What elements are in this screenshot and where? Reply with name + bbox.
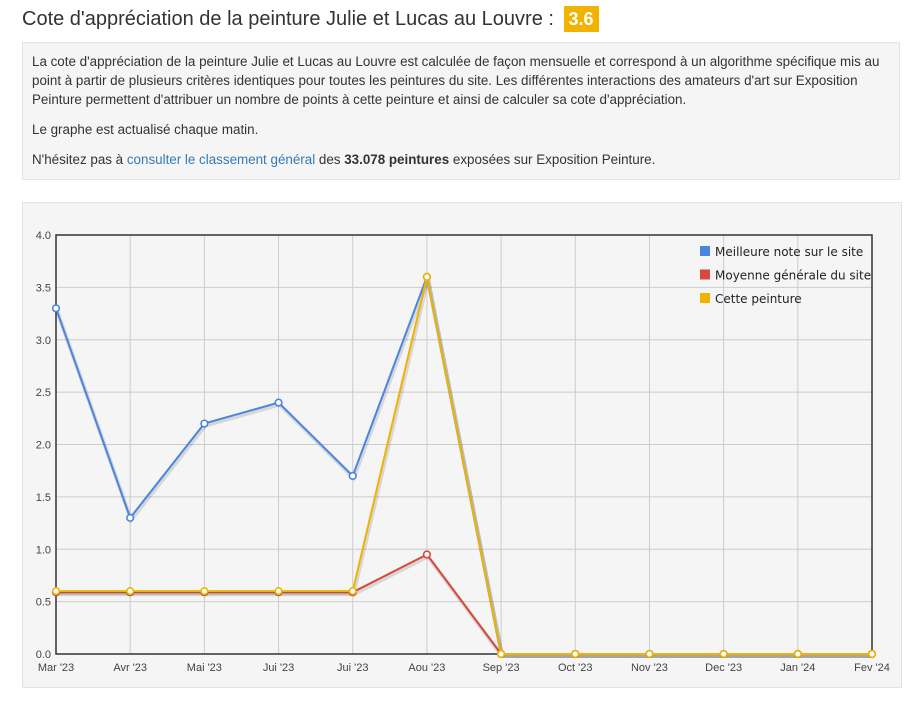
painting-count: 33.078 peintures — [344, 152, 450, 167]
page-title: Cote d'appréciation de la peinture Julie… — [22, 6, 599, 32]
data-point — [496, 649, 506, 659]
x-axis-ticks: Mar '23 Avr '23 Mai '23 Jui '23 Jui '23 Aou '… — [38, 662, 890, 674]
data-point — [274, 587, 283, 596]
data-point — [793, 649, 802, 659]
y-tick-label: 1.0 — [36, 544, 51, 556]
series-line — [56, 276, 872, 655]
x-tick-label: Nov '23 — [631, 662, 668, 674]
y-tick-label: 0.0 — [36, 649, 51, 661]
data-point — [719, 649, 728, 659]
legend-swatch — [700, 293, 710, 303]
data-point — [348, 587, 357, 596]
ranking-link[interactable]: consulter le classement général — [126, 152, 316, 167]
x-tick-label: Mai '23 — [187, 662, 222, 674]
chart-series — [51, 271, 877, 659]
plot-frame — [55, 234, 873, 655]
data-point — [422, 272, 432, 282]
ranking-mid: des — [315, 152, 345, 167]
x-tick-label: Mar '23 — [38, 662, 74, 674]
x-tick-label: Aou '23 — [408, 662, 445, 674]
data-point — [51, 587, 61, 596]
score-badge: 3.6 — [563, 6, 599, 32]
data-point — [126, 587, 135, 596]
data-point — [200, 419, 209, 428]
y-tick-label: 2.5 — [36, 387, 51, 399]
x-tick-label: Avr '23 — [113, 662, 147, 674]
x-tick-label: Jui '23 — [263, 662, 294, 674]
refresh-note: Le graphe est actualisé chaque matin. — [32, 122, 259, 137]
x-tick-label: Dec '23 — [705, 662, 742, 674]
series-2 — [51, 550, 877, 659]
data-point — [348, 471, 357, 481]
x-tick-label: Fev '24 — [854, 662, 890, 674]
y-tick-label: 0.5 — [36, 597, 51, 609]
data-point — [571, 649, 580, 659]
y-tick-label: 3.5 — [36, 282, 51, 294]
legend-label: Meilleure note sur le site — [715, 245, 863, 259]
series-line — [56, 553, 872, 655]
x-tick-label: Jan '24 — [780, 662, 815, 674]
legend-label: Moyenne générale du site — [715, 269, 871, 283]
data-point — [200, 587, 209, 596]
legend-label: Cette peinture — [715, 292, 802, 306]
legend-swatch — [700, 269, 710, 280]
y-axis-ticks: 0.0 0.5 1.0 1.5 2.0 2.5 3.0 3.5 4.0 — [36, 230, 51, 661]
x-tick-label: Jui '23 — [337, 662, 368, 674]
y-tick-label: 3.0 — [36, 335, 51, 347]
y-tick-label: 4.0 — [36, 230, 51, 242]
ranking-note: N'hésitez pas à consulter le classement … — [32, 150, 890, 169]
x-tick-label: Oct '23 — [558, 662, 593, 674]
series-3 — [51, 272, 877, 659]
intro-paragraph: La cote d'appréciation de la peinture Ju… — [32, 54, 880, 107]
intro-panel: La cote d'appréciation de la peinture Ju… — [22, 42, 900, 180]
ranking-suffix: exposées sur Exposition Peinture. — [449, 152, 656, 167]
y-tick-label: 2.0 — [36, 440, 51, 452]
data-point — [126, 513, 135, 522]
data-point — [51, 304, 61, 313]
data-point — [867, 649, 877, 659]
y-tick-label: 1.5 — [36, 492, 51, 504]
ranking-prefix: N'hésitez pas à — [32, 152, 127, 167]
data-point — [645, 649, 654, 659]
x-tick-label: Sep '23 — [483, 662, 520, 674]
data-point — [274, 398, 283, 407]
data-point — [422, 550, 432, 559]
chart-legend: Meilleure note sur le site Moyenne généra… — [700, 245, 871, 306]
legend-swatch — [700, 246, 710, 256]
page-title-text: Cote d'appréciation de la peinture Julie… — [22, 8, 554, 30]
